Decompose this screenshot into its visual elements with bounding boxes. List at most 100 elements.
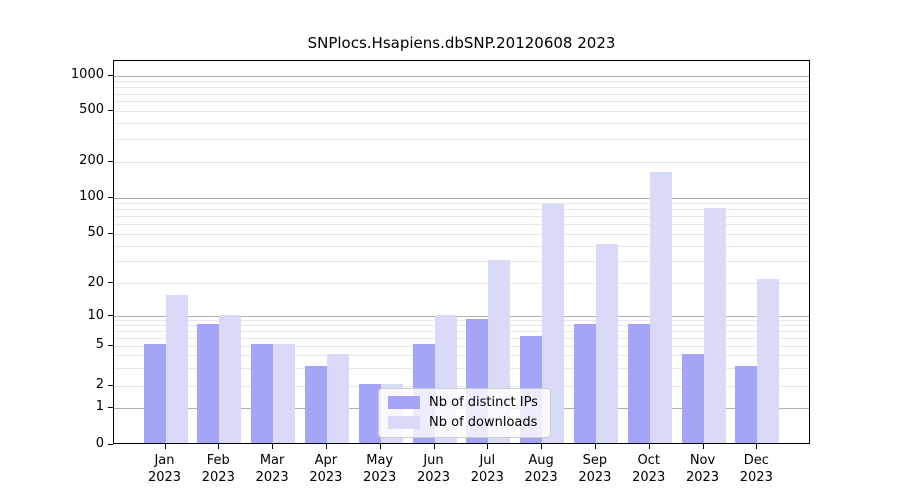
- y-grid-minor: [114, 80, 809, 82]
- legend-label-distinct-ips: Nb of distinct IPs: [429, 395, 538, 410]
- y-tick-mark: [108, 109, 113, 111]
- legend: Nb of distinct IPs Nb of downloads: [378, 388, 551, 438]
- y-grid-minor: [114, 101, 809, 103]
- x-tick-month: Mar: [259, 453, 285, 468]
- x-tick-year: 2023: [363, 470, 397, 485]
- y-tick-mark: [108, 196, 113, 198]
- x-tick-label-dec: Dec 2023: [724, 452, 788, 486]
- y-grid-major: [114, 316, 809, 317]
- x-tick-month: Jun: [423, 453, 444, 468]
- legend-item-distinct-ips: Nb of distinct IPs: [388, 395, 538, 410]
- bar-distinct-ips-sep: [573, 324, 596, 443]
- x-tick-label-oct: Oct 2023: [617, 452, 681, 486]
- bar-distinct-ips-mar: [251, 344, 274, 443]
- y-grid-minor: [114, 93, 809, 95]
- bar-downloads-dec: [757, 278, 780, 443]
- y-tick-label-5: 5: [95, 337, 104, 352]
- x-tick-year: 2023: [255, 470, 289, 485]
- x-tick-year: 2023: [470, 470, 504, 485]
- y-tick-mark: [108, 406, 113, 408]
- x-tick-year: 2023: [524, 470, 558, 485]
- bar-downloads-jan: [165, 295, 188, 443]
- y-tick-mark: [108, 74, 113, 76]
- x-tick-month: Sep: [582, 453, 608, 468]
- y-grid-minor: [114, 110, 809, 112]
- y-tick-label-1: 1: [95, 399, 104, 414]
- x-tick-month: Oct: [637, 453, 660, 468]
- x-tick-mark: [433, 444, 435, 449]
- y-grid-minor: [114, 367, 809, 369]
- x-tick-mark: [379, 444, 381, 449]
- y-grid-minor: [114, 224, 809, 226]
- y-grid-minor: [114, 355, 809, 357]
- y-grid-minor: [114, 261, 809, 263]
- bar-downloads-mar: [273, 344, 296, 443]
- x-tick-month: May: [366, 453, 394, 468]
- x-tick-mark: [702, 444, 704, 449]
- chart-title: SNPlocs.Hsapiens.dbSNP.20120608 2023: [307, 34, 616, 52]
- bar-distinct-ips-jan: [143, 344, 166, 443]
- x-tick-label-jun: Jun 2023: [402, 452, 466, 486]
- y-grid-minor: [114, 245, 809, 247]
- bar-downloads-apr: [326, 353, 349, 443]
- x-tick-month: Feb: [206, 453, 230, 468]
- x-tick-label-jul: Jul 2023: [455, 452, 519, 486]
- x-tick-year: 2023: [201, 470, 235, 485]
- y-tick-label-1000: 1000: [70, 67, 104, 82]
- x-tick-year: 2023: [632, 470, 666, 485]
- y-grid-minor: [114, 320, 809, 322]
- bar-distinct-ips-nov: [681, 353, 704, 443]
- x-tick-year: 2023: [147, 470, 182, 485]
- x-tick-label-mar: Mar 2023: [240, 452, 304, 486]
- plot-area: Nb of distinct IPs Nb of downloads: [113, 60, 810, 444]
- x-tick-label-apr: Apr 2023: [294, 452, 358, 486]
- legend-swatch-downloads-icon: [388, 416, 420, 429]
- y-grid-minor: [114, 209, 809, 211]
- bar-downloads-sep: [595, 244, 618, 443]
- x-tick-mark: [164, 444, 166, 449]
- y-grid-minor: [114, 161, 809, 163]
- y-grid-minor: [114, 337, 809, 339]
- bar-downloads-nov: [703, 207, 726, 443]
- x-tick-month: Jan: [154, 453, 175, 468]
- x-tick-mark: [487, 444, 489, 449]
- y-grid-minor: [114, 202, 809, 204]
- y-tick-mark: [108, 315, 113, 316]
- x-tick-label-nov: Nov 2023: [671, 452, 735, 486]
- bar-distinct-ips-dec: [735, 366, 758, 443]
- x-tick-mark: [594, 444, 596, 449]
- y-tick-mark: [108, 384, 113, 386]
- y-grid-minor: [114, 283, 809, 284]
- bar-distinct-ips-feb: [197, 324, 220, 443]
- y-tick-label-2: 2: [95, 377, 104, 392]
- y-grid-minor: [114, 331, 809, 333]
- y-tick-mark: [108, 160, 113, 162]
- x-tick-mark: [648, 444, 650, 449]
- y-grid-major: [114, 197, 809, 199]
- y-grid-minor: [114, 138, 809, 140]
- legend-swatch-distinct-ips-icon: [388, 396, 420, 409]
- y-grid-minor: [114, 122, 809, 124]
- y-tick-mark: [108, 282, 113, 283]
- x-tick-label-may: May 2023: [348, 452, 412, 486]
- y-grid-major: [114, 75, 809, 77]
- legend-item-downloads: Nb of downloads: [388, 415, 538, 430]
- y-grid-minor: [114, 325, 809, 327]
- y-tick-label-0: 0: [95, 436, 104, 451]
- x-tick-year: 2023: [739, 470, 773, 485]
- x-tick-month: Dec: [743, 453, 769, 468]
- y-grid-minor: [114, 385, 809, 387]
- y-grid-minor: [114, 86, 809, 88]
- x-tick-mark: [541, 444, 543, 449]
- y-tick-label-10: 10: [87, 307, 104, 323]
- x-tick-year: 2023: [685, 470, 720, 485]
- x-tick-year: 2023: [309, 470, 343, 485]
- x-tick-year: 2023: [416, 470, 451, 485]
- y-tick-label-100: 100: [79, 189, 104, 204]
- x-tick-mark: [756, 444, 758, 449]
- y-grid-minor: [114, 345, 809, 347]
- x-tick-label-sep: Sep 2023: [563, 452, 627, 486]
- bar-downloads-aug: [542, 204, 565, 443]
- x-tick-month: Aug: [528, 453, 554, 468]
- y-tick-label-200: 200: [79, 153, 104, 168]
